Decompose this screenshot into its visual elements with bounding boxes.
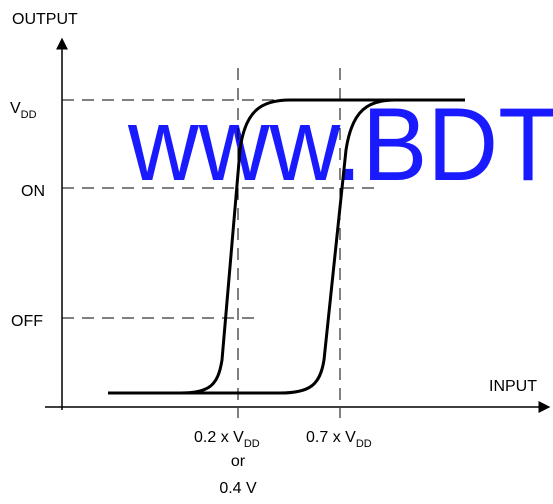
- on-level-label: ON: [21, 183, 45, 200]
- y-axis-label: OUTPUT: [12, 11, 78, 28]
- low-threshold-alt-label: 0.4 V: [219, 480, 257, 497]
- low-threshold-label: 0.2 x VDD: [194, 429, 260, 450]
- rising-transition-curve: [108, 98, 465, 395]
- off-level-label: OFF: [11, 313, 43, 330]
- high-threshold-label: 0.7 x VDD: [306, 429, 372, 450]
- falling-transition-curve: [108, 98, 465, 395]
- low-threshold-or-label: or: [231, 453, 246, 470]
- x-axis-label: INPUT: [489, 378, 537, 395]
- vdd-level-label: VDD: [10, 100, 37, 121]
- watermark-text: www.BDT: [127, 87, 553, 203]
